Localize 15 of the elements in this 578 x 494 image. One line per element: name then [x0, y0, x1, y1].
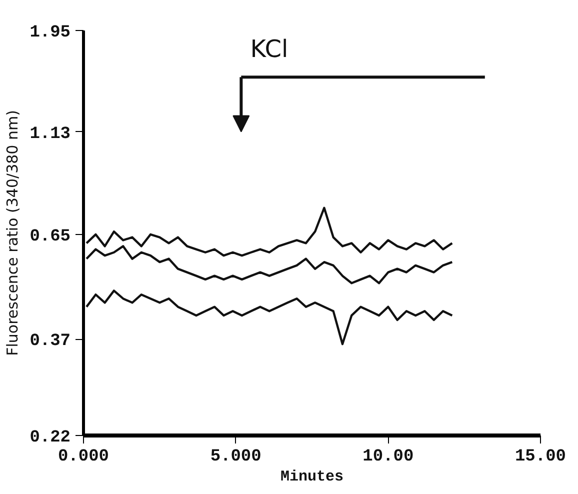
y-axis-title: Fluorescence ratio (340/380 nm) [4, 110, 22, 356]
y-tick-label: 0.65 [30, 227, 71, 246]
line-series [85, 290, 454, 346]
y-tick-label: 1.95 [30, 24, 71, 42]
x-tick-label: 0.000 [58, 448, 110, 466]
y-tick-label: 0.37 [30, 332, 71, 352]
annotation: KCl [250, 35, 288, 64]
x-tick-label: 5.000 [210, 448, 262, 466]
x-tick-label: 10.00 [362, 448, 414, 466]
x-axis-title: Minutes [280, 468, 344, 486]
line-series [85, 206, 454, 257]
y-tick-label: 0.22 [30, 428, 71, 448]
x-tick-label: 15.00 [514, 448, 566, 466]
y-tick-label: 1.13 [30, 124, 71, 144]
line-series [85, 245, 454, 284]
